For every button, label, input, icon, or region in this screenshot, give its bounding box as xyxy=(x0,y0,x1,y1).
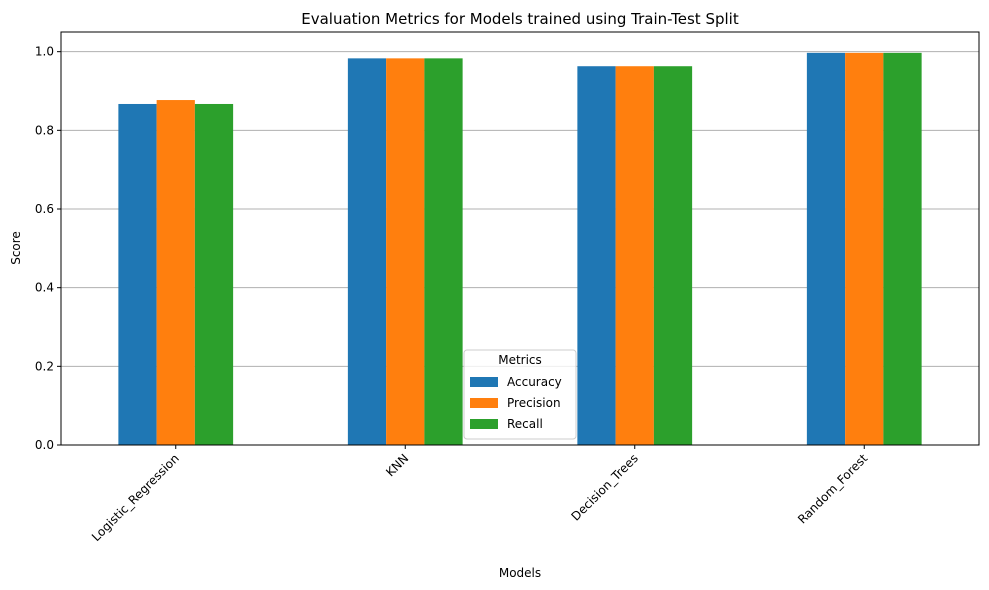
chart-title: Evaluation Metrics for Models trained us… xyxy=(301,10,739,28)
bar-precision-knn xyxy=(386,58,425,445)
bar-accuracy-decision-trees xyxy=(577,66,616,445)
bar-accuracy-random-forest xyxy=(806,52,846,445)
y-tick-label: 0.2 xyxy=(35,359,54,373)
y-tick-label: 1.0 xyxy=(35,45,54,59)
bars xyxy=(118,52,922,446)
y-tick-label: 0.6 xyxy=(35,202,54,216)
plot-frame xyxy=(60,31,980,446)
legend-swatch-recall xyxy=(470,419,498,429)
legend-swatch-accuracy xyxy=(470,377,498,387)
bar-recall-random-forest xyxy=(883,52,922,445)
x-tick-label: Decision_Trees xyxy=(569,451,641,523)
bar-accuracy-knn xyxy=(347,58,387,445)
bar-recall-decision-trees xyxy=(653,66,693,445)
y-axis: 0.0 0.2 0.4 0.6 0.8 1.0 xyxy=(35,45,61,452)
legend-label-precision: Precision xyxy=(507,396,561,410)
x-tick-label: Logistic_Regression xyxy=(89,451,182,544)
legend-swatch-precision xyxy=(470,398,498,408)
legend-items: Accuracy Precision Recall xyxy=(470,375,562,431)
x-axis-label: Models xyxy=(499,566,541,580)
y-tick-label: 0.4 xyxy=(35,281,54,295)
x-axis: Logistic_Regression KNN Decision_Trees Rand… xyxy=(89,445,871,544)
legend-label-accuracy: Accuracy xyxy=(507,375,562,389)
x-tick-label: KNN xyxy=(383,451,411,479)
legend-label-recall: Recall xyxy=(507,417,543,431)
y-axis-label: Score xyxy=(9,231,23,265)
y-tick-label: 0.8 xyxy=(35,123,54,137)
bar-precision-random-forest xyxy=(845,52,884,445)
bar-precision-logistic-regression xyxy=(156,100,195,446)
x-tick-label: Random_Forest xyxy=(795,451,871,527)
bar-precision-decision-trees xyxy=(615,66,654,445)
bar-recall-logistic-regression xyxy=(194,103,234,445)
bar-accuracy-logistic-regression xyxy=(118,103,157,445)
bar-recall-knn xyxy=(424,58,463,445)
legend-box xyxy=(463,349,577,440)
legend-title: Metrics xyxy=(498,353,542,367)
y-tick-label: 0.0 xyxy=(35,438,54,452)
legend: Metrics Accuracy Precision Recall xyxy=(463,349,577,440)
